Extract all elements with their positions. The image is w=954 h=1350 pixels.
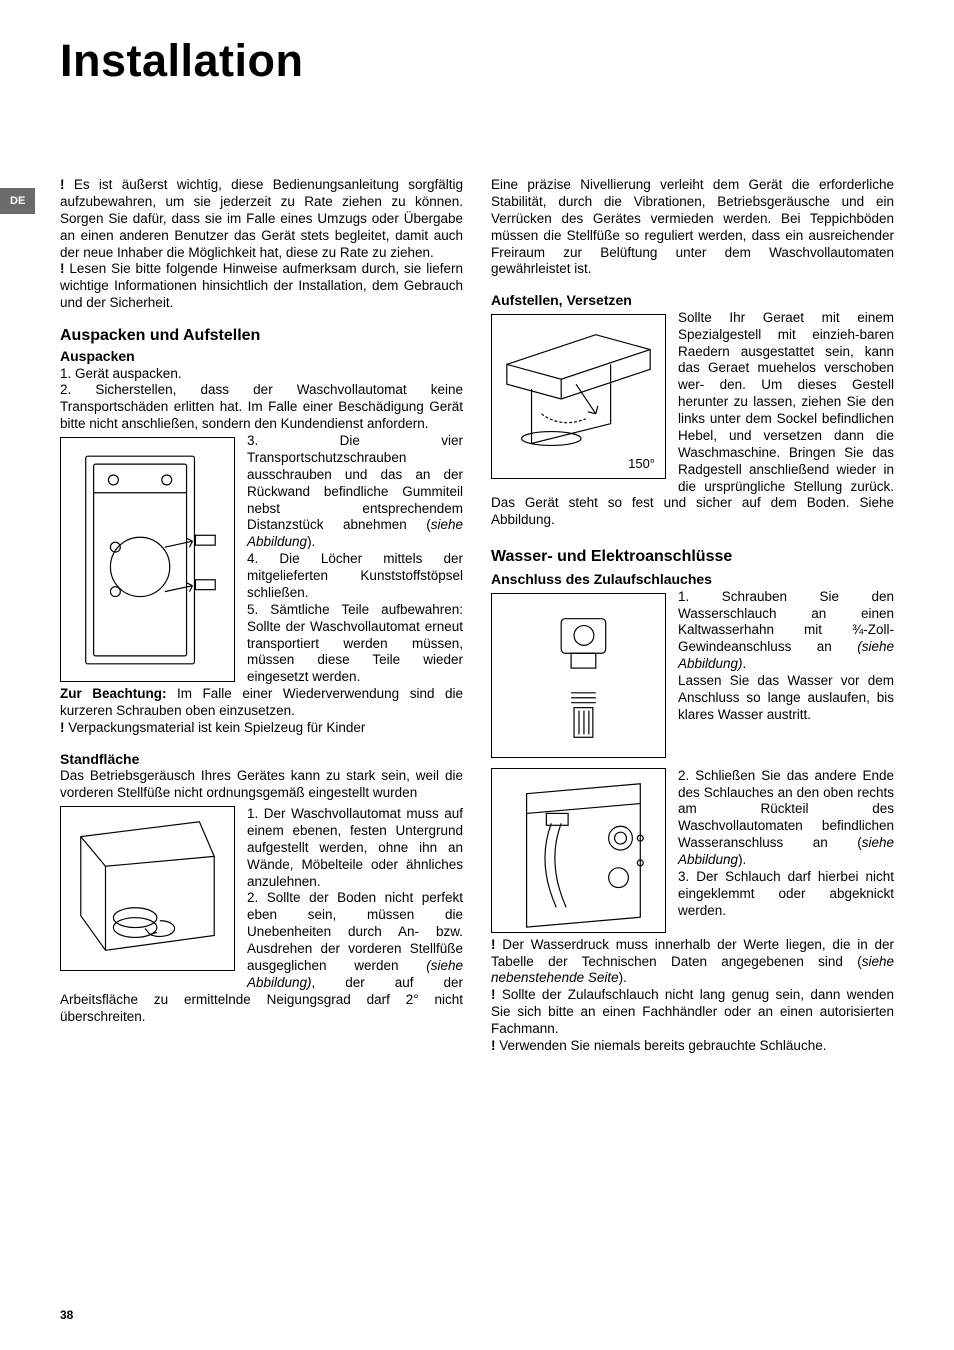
h2-wasser: Wasser- und Elektroanschlüsse xyxy=(491,547,894,567)
intro-para-2: ! Lesen Sie bitte folgende Hinweise aufm… xyxy=(60,261,463,312)
warning-pressure: ! Der Wasserdruck muss innerhalb der Wer… xyxy=(491,937,894,988)
step-2: 2. Sicherstellen, dass der Waschvollauto… xyxy=(60,382,463,433)
figure-inlet-tap xyxy=(491,593,666,758)
intro-text-2: Lesen Sie bitte folgende Hinweise aufmer… xyxy=(60,261,463,310)
figure-inlet-back xyxy=(491,768,666,933)
step-1: 1. Gerät auspacken. xyxy=(60,366,463,383)
content-columns: ! Es ist äußerst wichtig, diese Bedienun… xyxy=(60,177,894,1055)
inlet-back-icon xyxy=(492,768,665,933)
h3-zulauf: Anschluss des Zulaufschlauches xyxy=(491,571,894,589)
language-tab: DE xyxy=(0,188,35,214)
intro-text-1: Es ist äußerst wichtig, diese Bedienungs… xyxy=(60,177,463,260)
nivel-para: Eine präzise Nivellierung verleiht dem G… xyxy=(491,177,894,278)
figure-leveling-feet xyxy=(60,806,235,971)
angle-label: 150° xyxy=(628,456,655,472)
h3-auspacken: Auspacken xyxy=(60,348,463,366)
leveling-icon xyxy=(61,806,234,971)
stand-para: Das Betriebsgeräusch Ihres Gerätes kann … xyxy=(60,768,463,802)
tap-icon xyxy=(492,593,665,758)
h3-aufstellen: Aufstellen, Versetzen xyxy=(491,292,894,310)
caster-icon xyxy=(492,314,665,479)
h3-standflaeche: Standfläche xyxy=(60,751,463,769)
washer-back-icon xyxy=(61,437,234,682)
right-column: Eine präzise Nivellierung verleiht dem G… xyxy=(491,177,894,1055)
figure-caster-lever: 150° xyxy=(491,314,666,479)
page-title: Installation xyxy=(60,35,894,87)
warning-packaging: ! Verpackungsmaterial ist kein Spielzeug… xyxy=(60,720,463,737)
left-column: ! Es ist äußerst wichtig, diese Bedienun… xyxy=(60,177,463,1055)
note-beachtung: Zur Beachtung: Im Falle einer Wiederverw… xyxy=(60,686,463,720)
figure-transport-screws xyxy=(60,437,235,682)
warning-used-hose: ! Verwenden Sie niemals bereits gebrauch… xyxy=(491,1038,894,1055)
warning-hose-length: ! Sollte der Zulaufschlauch nicht lang g… xyxy=(491,987,894,1038)
intro-para-1: ! Es ist äußerst wichtig, diese Bedienun… xyxy=(60,177,463,261)
h2-auspacken: Auspacken und Aufstellen xyxy=(60,326,463,346)
page-number: 38 xyxy=(60,1308,73,1322)
